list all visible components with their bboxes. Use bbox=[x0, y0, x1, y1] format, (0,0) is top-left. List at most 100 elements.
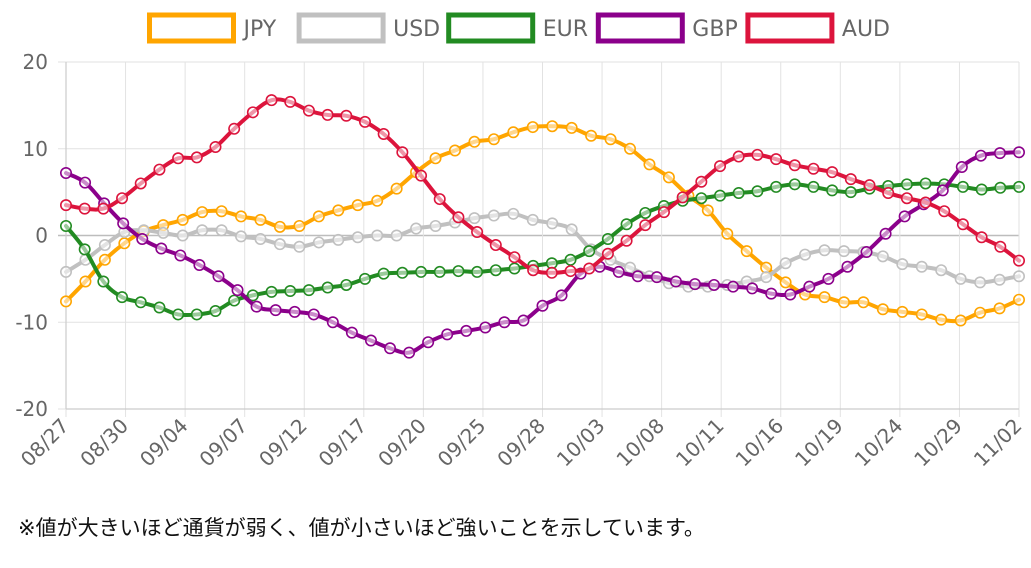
data-point-jpy bbox=[351, 199, 364, 212]
data-point-gbp bbox=[898, 210, 911, 223]
data-point-usd bbox=[565, 223, 578, 236]
data-point-gbp bbox=[345, 326, 358, 339]
data-point-aud bbox=[452, 211, 465, 224]
data-point-gbp bbox=[536, 299, 549, 312]
legend-label: JPY bbox=[242, 17, 277, 42]
data-point-aud bbox=[265, 94, 278, 107]
data-point-gbp bbox=[212, 270, 225, 283]
data-point-aud bbox=[190, 151, 203, 164]
legend-item-usd[interactable]: USD bbox=[296, 12, 440, 44]
data-point-eur bbox=[620, 218, 633, 231]
data-point-jpy bbox=[235, 210, 248, 223]
data-point-usd bbox=[876, 250, 889, 263]
data-point-aud bbox=[844, 173, 857, 186]
data-point-gbp bbox=[727, 280, 740, 293]
x-tick-label: 09/17 bbox=[314, 414, 372, 472]
data-point-usd bbox=[390, 229, 403, 242]
data-point-aud bbox=[59, 199, 72, 212]
legend-item-jpy[interactable]: JPY bbox=[147, 12, 277, 44]
data-point-usd bbox=[760, 271, 773, 284]
data-point-usd bbox=[254, 232, 267, 245]
data-point-gbp bbox=[517, 314, 530, 327]
grid bbox=[58, 61, 1020, 417]
data-point-usd bbox=[371, 229, 384, 242]
data-point-aud bbox=[994, 240, 1007, 253]
data-point-eur bbox=[900, 178, 913, 191]
data-point-eur bbox=[246, 289, 259, 302]
y-tick-label: 20 bbox=[23, 50, 48, 74]
data-point-aud bbox=[583, 262, 596, 275]
data-point-gbp bbox=[993, 147, 1006, 160]
data-point-jpy bbox=[526, 121, 539, 134]
x-tick-label: 11/02 bbox=[969, 414, 1027, 472]
data-point-aud bbox=[228, 122, 241, 135]
data-point-jpy bbox=[779, 276, 792, 289]
x-tick-label: 09/28 bbox=[492, 414, 550, 472]
data-point-jpy bbox=[974, 306, 987, 319]
data-point-aud bbox=[471, 226, 484, 239]
data-point-gbp bbox=[155, 242, 168, 255]
data-point-eur bbox=[396, 266, 409, 279]
data-point-eur bbox=[358, 272, 371, 285]
legend-item-aud[interactable]: AUD bbox=[745, 12, 890, 44]
data-point-usd bbox=[410, 222, 423, 235]
data-point-gbp bbox=[1012, 146, 1025, 159]
data-point-jpy bbox=[837, 296, 850, 309]
series-aud bbox=[59, 94, 1025, 279]
legend-item-gbp[interactable]: GBP bbox=[595, 12, 738, 44]
data-point-jpy bbox=[254, 213, 267, 226]
y-axis: 20 10 0 -10 -20 bbox=[15, 50, 67, 421]
data-point-gbp bbox=[269, 304, 282, 317]
data-point-gbp bbox=[117, 217, 130, 230]
data-point-jpy bbox=[215, 205, 228, 218]
data-point-eur bbox=[788, 178, 801, 191]
data-point-usd bbox=[974, 276, 987, 289]
data-point-jpy bbox=[662, 171, 675, 184]
data-point-aud bbox=[807, 162, 820, 175]
data-point-aud bbox=[415, 169, 428, 182]
data-point-usd bbox=[215, 224, 228, 237]
data-point-jpy bbox=[118, 237, 131, 250]
data-point-aud bbox=[134, 177, 147, 190]
data-point-aud bbox=[882, 186, 895, 199]
data-point-eur bbox=[377, 267, 390, 280]
y-tick-label: 0 bbox=[35, 224, 48, 248]
data-point-aud bbox=[284, 95, 297, 108]
data-point-gbp bbox=[841, 260, 854, 273]
data-point-gbp bbox=[136, 232, 149, 245]
data-point-aud bbox=[657, 206, 670, 219]
data-point-eur bbox=[228, 294, 241, 307]
data-point-usd bbox=[351, 231, 364, 244]
data-point-gbp bbox=[193, 258, 206, 271]
data-point-eur bbox=[807, 180, 820, 193]
series-jpy bbox=[59, 120, 1025, 327]
data-point-eur bbox=[714, 189, 727, 202]
data-point-aud bbox=[956, 218, 969, 231]
data-point-eur bbox=[508, 262, 521, 275]
legend-item-eur[interactable]: EUR bbox=[446, 12, 588, 44]
legend-label: GBP bbox=[692, 17, 737, 42]
data-point-aud bbox=[97, 202, 110, 215]
data-point-jpy bbox=[721, 227, 734, 240]
data-point-jpy bbox=[176, 213, 189, 226]
data-point-gbp bbox=[364, 334, 377, 347]
data-point-jpy bbox=[507, 126, 520, 139]
data-point-aud bbox=[396, 146, 409, 159]
x-tick-label: 10/08 bbox=[611, 414, 669, 472]
data-point-usd bbox=[954, 272, 967, 285]
data-point-eur bbox=[78, 243, 91, 256]
x-tick-label: 10/16 bbox=[731, 414, 789, 472]
data-point-aud bbox=[788, 159, 801, 172]
data-point-jpy bbox=[487, 133, 500, 146]
data-point-jpy bbox=[293, 219, 306, 232]
data-point-jpy bbox=[546, 120, 559, 133]
data-point-eur bbox=[321, 281, 334, 294]
data-point-eur bbox=[489, 264, 502, 277]
data-point-jpy bbox=[701, 204, 714, 217]
legend-swatch bbox=[147, 12, 236, 44]
data-point-usd bbox=[176, 229, 189, 242]
data-point-aud bbox=[527, 264, 540, 277]
data-point-gbp bbox=[650, 271, 663, 284]
x-tick-label: 10/29 bbox=[909, 414, 967, 472]
data-point-aud bbox=[751, 148, 764, 161]
